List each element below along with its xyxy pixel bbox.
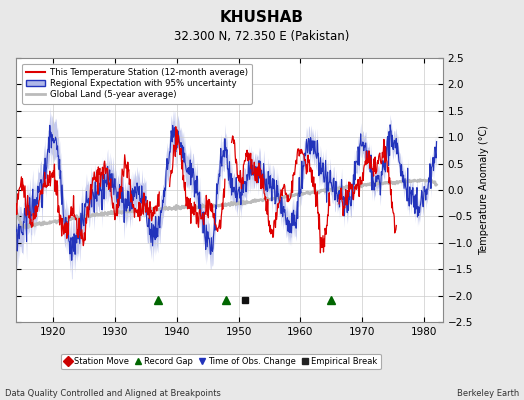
Text: Data Quality Controlled and Aligned at Breakpoints: Data Quality Controlled and Aligned at B… bbox=[5, 389, 221, 398]
Text: Berkeley Earth: Berkeley Earth bbox=[456, 389, 519, 398]
Legend: Station Move, Record Gap, Time of Obs. Change, Empirical Break: Station Move, Record Gap, Time of Obs. C… bbox=[61, 354, 380, 369]
Y-axis label: Temperature Anomaly (°C): Temperature Anomaly (°C) bbox=[478, 125, 488, 255]
Text: KHUSHAB: KHUSHAB bbox=[220, 10, 304, 25]
Text: 32.300 N, 72.350 E (Pakistan): 32.300 N, 72.350 E (Pakistan) bbox=[174, 30, 350, 43]
